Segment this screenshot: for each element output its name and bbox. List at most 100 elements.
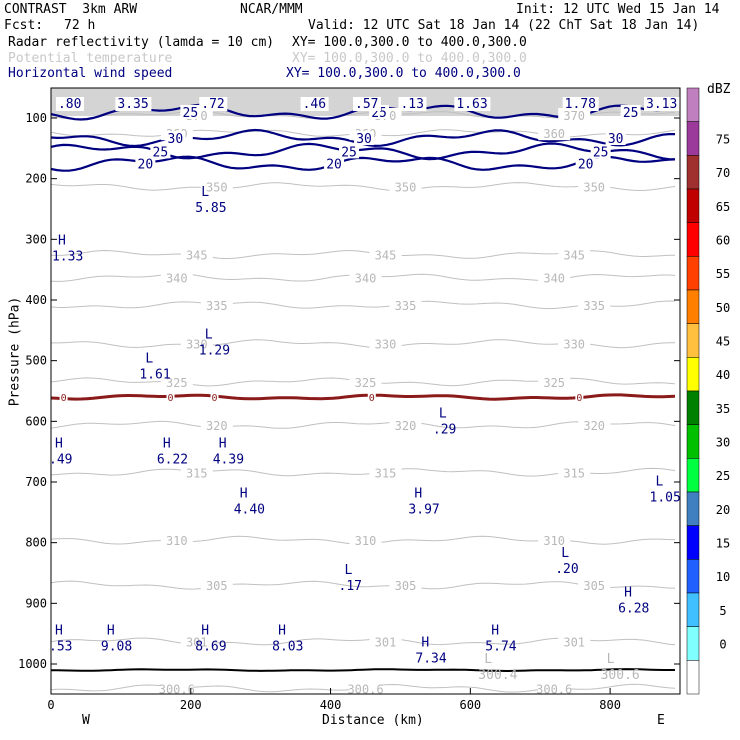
contour-label-bg	[160, 374, 193, 389]
theta-contour-label: 340	[543, 272, 565, 286]
wind-contour-label: 30	[168, 132, 184, 147]
valid-time: Valid: 12 UTC Sat 18 Jan 14 (22 ChT Sat …	[308, 18, 700, 33]
contour-label-bg	[349, 533, 382, 548]
contour-label-bg	[389, 417, 422, 432]
terrain-line	[51, 668, 675, 673]
theta-contour-label: 325	[166, 376, 188, 390]
theta-contour-label: 301	[375, 636, 397, 650]
theta-contour-label: 335	[395, 299, 417, 313]
top-extremum-value: 3.13	[646, 97, 677, 112]
extremum-type: H	[107, 624, 115, 639]
colorbar-label: 55	[716, 267, 730, 281]
theta-contour	[51, 182, 676, 192]
colorbar-swatch	[686, 525, 700, 560]
extremum-type: L	[561, 546, 569, 561]
theta-contour-label: 330	[186, 338, 208, 352]
colorbar-label: 0	[719, 638, 726, 652]
top-extremum-value: 1.63	[456, 97, 487, 112]
colorbar-swatch	[686, 559, 700, 594]
extremum-type: H	[421, 636, 429, 651]
colorbar-label: 35	[716, 402, 730, 416]
wind-label-bg	[180, 104, 201, 119]
field-xy-theta: XY= 100.0,300.0 to 400.0,300.0	[292, 51, 527, 66]
top-extremum-bg	[454, 97, 491, 111]
extremum-value: 1.29	[199, 343, 230, 358]
x-tick-label: 400	[320, 698, 342, 712]
wind-contour-label: 25	[593, 145, 609, 160]
extremum-value: 5.85	[195, 201, 226, 216]
contour-label-bg	[369, 336, 402, 351]
theta-contour-label: 360	[543, 127, 565, 141]
top-extremum-value: 3.35	[117, 97, 148, 112]
theta-contour-label: 315	[375, 466, 397, 480]
wind-label-bg	[590, 144, 611, 159]
y-tick-label: 700	[25, 475, 47, 489]
top-extremum-bg	[199, 97, 228, 111]
y-tick-label: 100	[25, 111, 47, 125]
extremum-value: .49	[49, 453, 72, 468]
plot-frame	[50, 87, 681, 695]
extremum-type: L	[484, 652, 492, 667]
y-tick-label: 800	[25, 536, 47, 550]
theta-contour-label: 315	[186, 466, 208, 480]
contour-label-bg	[578, 578, 611, 593]
extremum-value: 300.6	[601, 668, 640, 683]
extremum-type: H	[491, 624, 499, 639]
contour-label-bg	[538, 126, 571, 141]
y-tick-label: 500	[25, 354, 47, 368]
contour-label-bg	[538, 681, 571, 696]
contour-label-bg	[180, 336, 213, 351]
theta-contour-label: 301	[563, 636, 585, 650]
top-extremum-value: .13	[400, 97, 423, 112]
theta-contour-label: 345	[563, 249, 585, 263]
colorbar-swatch	[686, 390, 700, 425]
zero-contour-label: 0	[369, 393, 375, 404]
theta-contour-label: 310	[166, 534, 188, 548]
field-name-theta: Potential temperature	[8, 51, 173, 66]
y-tick-label: 1000	[18, 657, 47, 671]
extremum-type: H	[55, 437, 63, 452]
colorbar-label: 10	[716, 570, 730, 584]
colorbar-label: 15	[716, 537, 730, 551]
colorbar-label: 50	[716, 301, 730, 315]
colorbar-unit: dBZ	[707, 82, 731, 97]
theta-contour-label: 320	[395, 419, 417, 433]
contour-label-bg	[558, 336, 591, 351]
contour-label-bg	[349, 374, 382, 389]
theta-contour-label: 315	[563, 466, 585, 480]
zero-label-bg	[575, 392, 584, 403]
zero-label-bg	[59, 392, 68, 403]
theta-contour-label: 370	[563, 109, 585, 123]
theta-contour-label: 350	[395, 181, 417, 195]
field-name-reflectivity: Radar reflectivity (lamda = 10 cm)	[8, 35, 275, 50]
x-tick-label: 200	[180, 698, 202, 712]
top-extremum-value: .80	[58, 97, 81, 112]
contour-label-bg	[180, 247, 213, 262]
field-xy-reflectivity: XY= 100.0,300.0 to 400.0,300.0	[292, 35, 527, 50]
theta-contour-label: 345	[375, 249, 397, 263]
theta-contour-label: 340	[166, 272, 188, 286]
y-tick-label: 200	[25, 172, 47, 186]
contour-label-bg	[200, 578, 233, 593]
colorbar-swatch	[686, 592, 700, 627]
extremum-type: L	[345, 563, 353, 578]
colorbar-label: 20	[716, 503, 730, 517]
theta-contour-label: 345	[186, 249, 208, 263]
contour-label-bg	[389, 297, 422, 312]
field-name-wind: Horizontal wind speed	[8, 66, 173, 81]
extremum-value: 1.05	[650, 490, 681, 505]
contour-label-bg	[200, 297, 233, 312]
colorbar-label: 30	[716, 436, 730, 450]
wind-contour-label: 20	[578, 158, 594, 173]
contour-label-bg	[558, 107, 591, 122]
x-end-left: W	[82, 713, 90, 728]
top-extremum-bg	[562, 97, 599, 111]
center-label: NCAR/MMM	[240, 2, 303, 17]
extremum-type: H	[414, 486, 422, 501]
contour-label-bg	[180, 634, 213, 649]
wind-contour-label: 25	[183, 106, 199, 121]
contour-label-bg	[578, 179, 611, 194]
colorbar-swatch	[686, 155, 700, 190]
extremum-type: L	[439, 406, 447, 421]
colorbar-swatch	[686, 357, 700, 392]
